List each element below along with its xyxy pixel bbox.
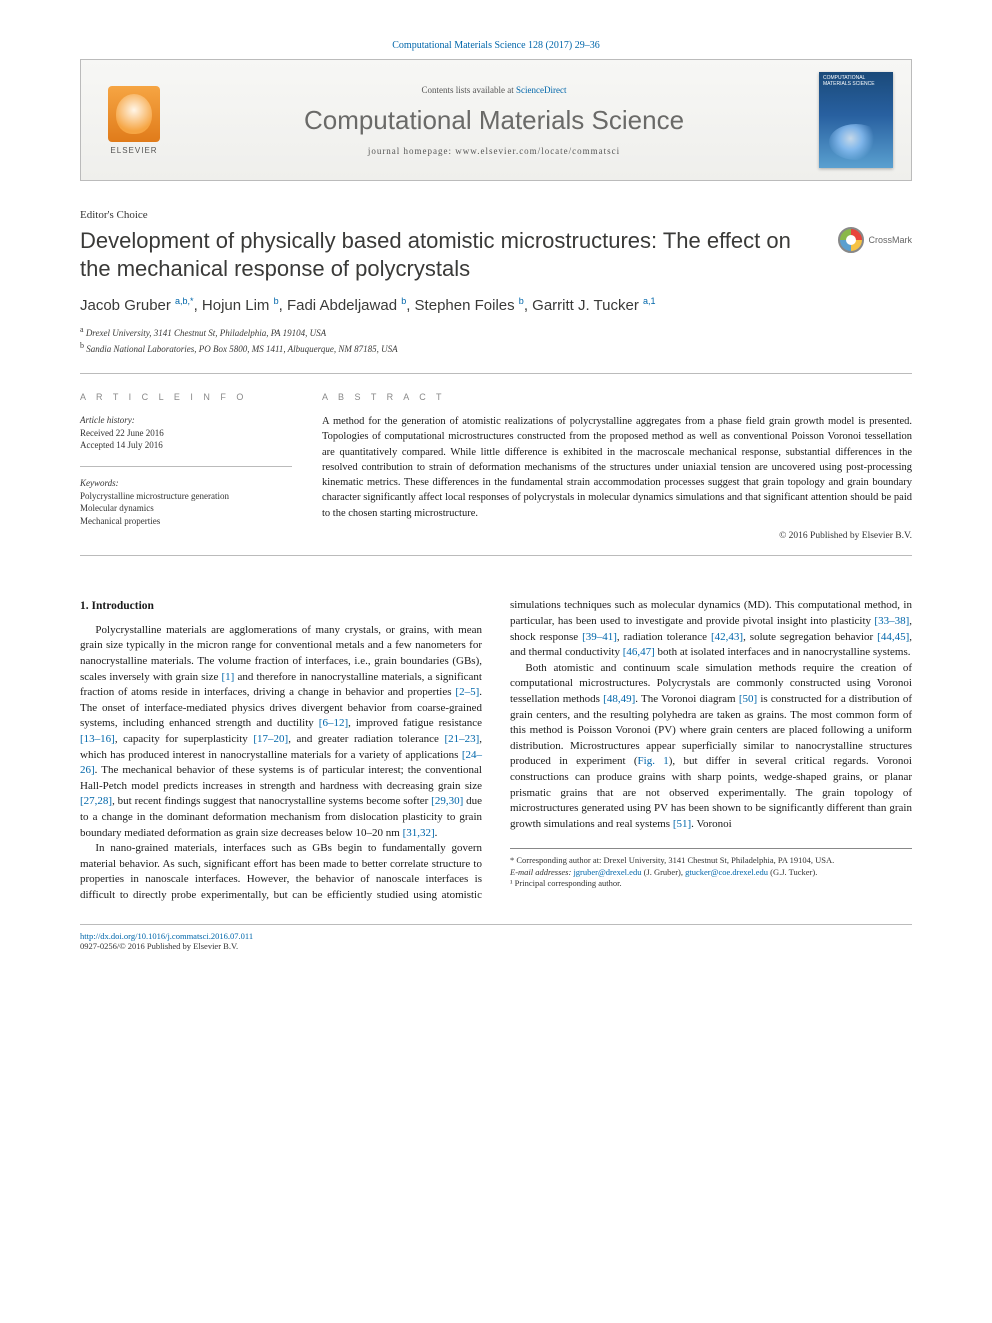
- corresponding-author-note: * Corresponding author at: Drexel Univer…: [510, 855, 912, 866]
- publisher-block: ELSEVIER: [99, 86, 169, 155]
- principal-author-note: ¹ Principal corresponding author.: [510, 878, 912, 889]
- email-note: E-mail addresses: jgruber@drexel.edu (J.…: [510, 867, 912, 878]
- abstract-text: A method for the generation of atomistic…: [322, 414, 912, 521]
- article-info-label: A R T I C L E I N F O: [80, 392, 292, 402]
- publisher-name: ELSEVIER: [110, 146, 157, 155]
- article-body: 1. Introduction Polycrystalline material…: [80, 598, 912, 903]
- doi-link[interactable]: http://dx.doi.org/10.1016/j.commatsci.20…: [80, 931, 253, 941]
- keywords-block: Keywords: Polycrystalline microstructure…: [80, 477, 292, 527]
- journal-cover-thumbnail: COMPUTATIONAL MATERIALS SCIENCE: [819, 72, 893, 168]
- editors-choice-label: Editor's Choice: [80, 209, 912, 221]
- email-link-2[interactable]: gtucker@coe.drexel.edu: [685, 867, 768, 877]
- keyword-2: Molecular dynamics: [80, 502, 292, 515]
- affiliation-b: b Sandia National Laboratories, PO Box 5…: [80, 340, 912, 356]
- elsevier-tree-icon: [108, 86, 160, 142]
- keywords-heading: Keywords:: [80, 477, 292, 490]
- contents-available-line: Contents lists available at ScienceDirec…: [169, 85, 819, 95]
- contents-prefix: Contents lists available at: [422, 85, 516, 95]
- page-footer: http://dx.doi.org/10.1016/j.commatsci.20…: [80, 924, 912, 951]
- issn-copyright: 0927-0256/© 2016 Published by Elsevier B…: [80, 941, 238, 951]
- crossmark-badge[interactable]: CrossMark: [838, 227, 912, 253]
- top-citation: Computational Materials Science 128 (201…: [80, 40, 912, 51]
- journal-masthead: ELSEVIER Contents lists available at Sci…: [80, 59, 912, 181]
- email-link-1[interactable]: jgruber@drexel.edu: [573, 867, 641, 877]
- crossmark-label: CrossMark: [868, 235, 912, 245]
- affiliations: a Drexel University, 3141 Chestnut St, P…: [80, 324, 912, 355]
- article-title: Development of physically based atomisti…: [80, 227, 838, 282]
- sciencedirect-link[interactable]: ScienceDirect: [516, 85, 566, 95]
- affiliation-a: a Drexel University, 3141 Chestnut St, P…: [80, 324, 912, 340]
- section-1-heading: 1. Introduction: [80, 598, 482, 614]
- email-paren-1: (J. Gruber),: [644, 867, 683, 877]
- author-list: Jacob Gruber a,b,*, Hojun Lim b, Fadi Ab…: [80, 296, 912, 314]
- abstract-copyright: © 2016 Published by Elsevier B.V.: [322, 531, 912, 541]
- intro-para-1: Polycrystalline materials are agglomerat…: [80, 623, 482, 842]
- article-history: Article history: Received 22 June 2016 A…: [80, 414, 292, 452]
- intro-para-3: Both atomistic and continuum scale simul…: [510, 661, 912, 833]
- abstract-label: A B S T R A C T: [322, 392, 912, 402]
- keyword-3: Mechanical properties: [80, 515, 292, 528]
- crossmark-icon: [838, 227, 864, 253]
- history-heading: Article history:: [80, 414, 292, 427]
- email-label: E-mail addresses:: [510, 867, 571, 877]
- footnotes: * Corresponding author at: Drexel Univer…: [510, 848, 912, 889]
- divider-bottom: [80, 555, 912, 556]
- email-paren-2: (G.J. Tucker).: [770, 867, 817, 877]
- journal-homepage-line: journal homepage: www.elsevier.com/locat…: [169, 146, 819, 156]
- journal-cover-title: COMPUTATIONAL MATERIALS SCIENCE: [823, 76, 889, 87]
- info-divider: [80, 466, 292, 467]
- keyword-1: Polycrystalline microstructure generatio…: [80, 490, 292, 503]
- accepted-date: Accepted 14 July 2016: [80, 439, 292, 452]
- journal-name: Computational Materials Science: [169, 105, 819, 136]
- received-date: Received 22 June 2016: [80, 427, 292, 440]
